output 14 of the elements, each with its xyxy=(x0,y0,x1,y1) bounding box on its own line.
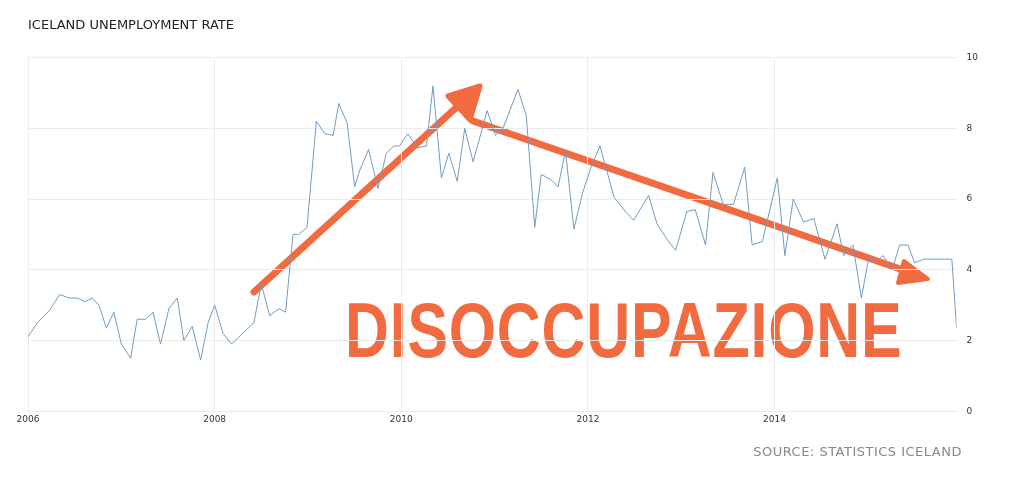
y-tick-label: 4 xyxy=(966,264,973,275)
source-note: SOURCE: STATISTICS ICELAND xyxy=(753,444,962,459)
y-tick-label: 8 xyxy=(966,122,973,133)
x-tick-label: 2012 xyxy=(576,413,600,424)
annotation: DISOCCUPAZIONE xyxy=(345,285,903,376)
x-tick-label: 2006 xyxy=(16,413,40,424)
x-tick-label: 2014 xyxy=(763,413,787,424)
y-tick-label: 10 xyxy=(966,51,979,62)
chart-title: ICELAND UNEMPLOYMENT RATE xyxy=(28,17,234,33)
x-tick-label: 2010 xyxy=(389,413,414,424)
x-tick-label: 2008 xyxy=(203,413,227,424)
y-tick-label: 0 xyxy=(966,405,973,416)
y-tick-label: 2 xyxy=(966,334,973,345)
y-tick-label: 6 xyxy=(966,193,973,204)
